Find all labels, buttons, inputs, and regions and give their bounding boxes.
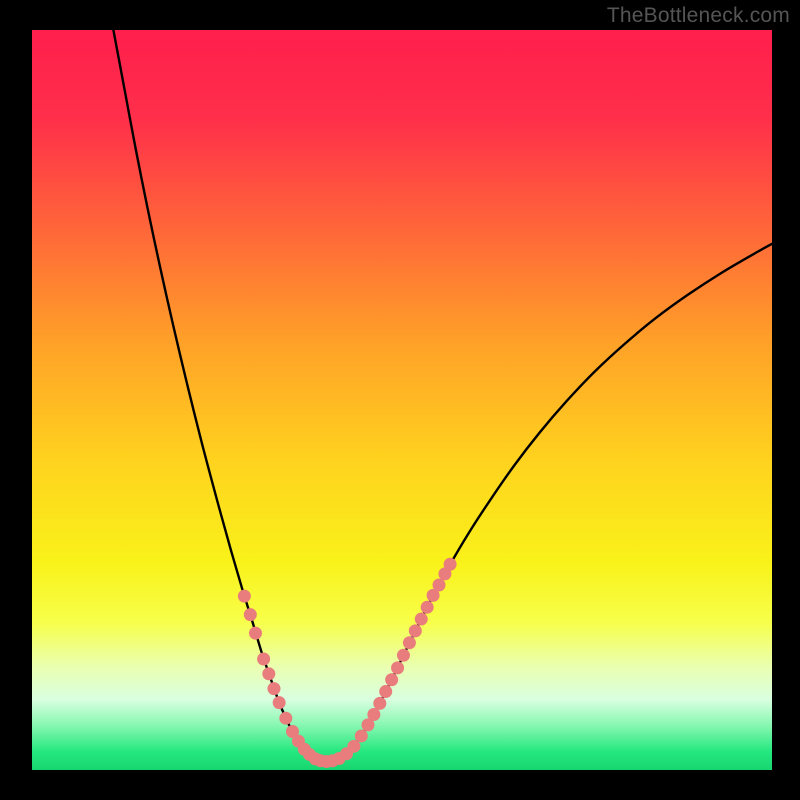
data-marker: [273, 696, 286, 709]
curve-left-branch: [113, 30, 314, 759]
data-marker: [403, 636, 416, 649]
data-marker: [444, 558, 457, 571]
data-marker: [279, 712, 292, 725]
data-marker: [385, 673, 398, 686]
data-marker: [257, 653, 270, 666]
data-marker: [409, 624, 422, 637]
data-marker: [249, 627, 262, 640]
data-marker: [397, 649, 410, 662]
data-marker: [391, 661, 404, 674]
chart-plot-area: [32, 30, 772, 770]
data-marker: [267, 682, 280, 695]
curves-layer: [32, 30, 772, 770]
data-marker: [379, 685, 392, 698]
data-marker: [421, 601, 434, 614]
data-marker: [367, 708, 380, 721]
watermark-text: TheBottleneck.com: [607, 4, 790, 28]
data-marker: [238, 590, 251, 603]
data-marker: [433, 579, 446, 592]
data-marker: [373, 697, 386, 710]
curve-right-branch: [349, 244, 772, 752]
data-marker: [355, 729, 368, 742]
data-marker: [244, 608, 257, 621]
data-marker: [415, 613, 428, 626]
data-marker: [262, 667, 275, 680]
stage: TheBottleneck.com: [0, 0, 800, 800]
